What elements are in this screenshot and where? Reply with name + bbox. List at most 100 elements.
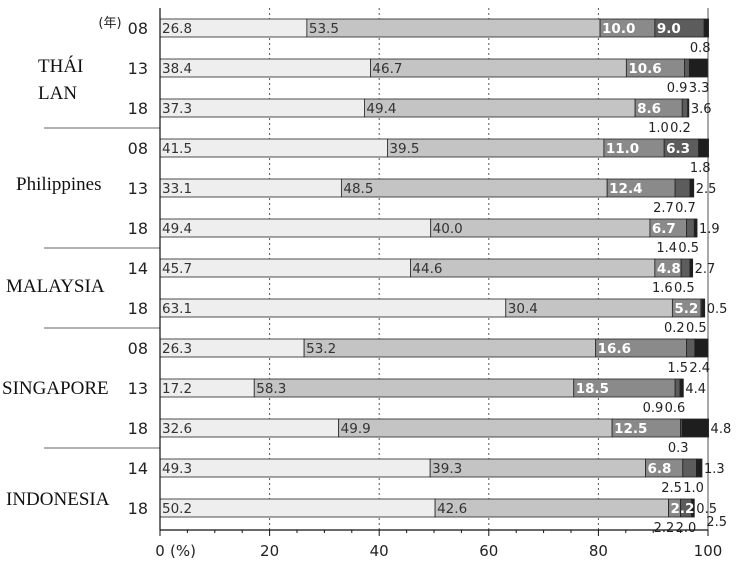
year-label: 18 [128,419,148,438]
bar-segment [689,258,694,278]
segment-label: 12.5 [614,421,647,437]
bar-segment [340,178,608,198]
bar-segment [387,138,605,158]
external-value-label: 1.0 [648,121,669,136]
external-value-label: 2.0 [676,521,697,536]
segment-label: 63.1 [162,301,192,317]
external-value-label: 3.6 [691,102,712,117]
segment-label: 38.4 [162,61,192,77]
external-value-label: 3.3 [689,81,710,96]
external-value-label: 0.7 [675,201,696,216]
external-value-label: 0.5 [686,321,707,336]
year-label: 08 [128,19,148,38]
bar-segment [681,418,709,438]
segment-label: 30.4 [508,301,538,317]
segment-label: 53.5 [309,21,339,37]
segment-label: 41.5 [162,141,192,157]
external-value-label: 4.4 [685,382,706,397]
external-value-label: 0.5 [674,281,695,296]
external-value-label: 1.8 [690,161,711,176]
segment-label: 53.2 [306,341,336,357]
year-label: 14 [128,459,148,478]
segment-label: 42.6 [437,501,467,517]
segment-label: 39.3 [432,461,462,477]
segment-label: 10.6 [628,61,661,77]
bar-segment [680,258,691,278]
year-label: 08 [128,339,148,358]
segment-label: 39.5 [389,141,419,157]
segment-label: 10.0 [602,21,635,37]
year-label: 13 [128,379,148,398]
segment-label: 50.2 [162,501,192,517]
group-separators [44,127,160,449]
bar-segment [701,298,706,318]
segment-label: 58.3 [256,381,286,397]
bar-segment [674,178,691,198]
bar-segment [159,498,436,518]
x-tick-label: 80 [589,542,608,560]
external-value-label: 1.4 [656,241,677,256]
segment-label: 6.8 [648,461,672,477]
x-tick-label: 0 [155,542,165,560]
country-label: SINGAPORE [2,378,109,399]
segment-label: 45.7 [162,261,192,277]
year-label: 14 [128,259,148,278]
segment-label: 12.4 [609,181,642,197]
bar-segment [691,498,695,518]
bar-segment [686,218,695,238]
year-label: 13 [128,59,148,78]
external-value-label: 2.7 [695,262,716,277]
year-label: 08 [128,139,148,158]
bar-segment [306,18,601,38]
segment-label: 18.5 [576,381,609,397]
segment-label: 16.6 [598,341,631,357]
segment-label: 6.7 [652,221,676,237]
bar-segment [434,498,669,518]
segment-label: 5.2 [674,301,698,317]
x-tick-label: 40 [370,542,389,560]
bar-segment [693,218,698,238]
segment-label: 40.0 [433,221,463,237]
segment-label: 32.6 [162,421,192,437]
segment-label: 4.8 [657,261,681,277]
bar-segment [430,218,651,238]
country-label: Philippines [16,174,102,195]
external-value-label: 2.5 [696,182,717,197]
bar-segment [410,258,656,278]
segment-label: 44.6 [412,261,442,277]
bar-segment [679,378,684,398]
bar-segment [159,138,388,158]
external-value-label: 1.9 [699,222,720,237]
bar-segment [429,458,646,478]
external-value-label: 2.5 [661,481,682,496]
bar-segment [364,98,636,118]
bar-segment [682,458,697,478]
segment-label: 37.3 [162,101,192,117]
external-value-label: 0.5 [696,502,717,517]
external-value-label: 1.3 [704,462,725,477]
bar-segment [684,58,690,78]
segment-label: 6.3 [666,141,690,157]
year-label: 18 [128,99,148,118]
bar-segment [159,258,411,278]
external-value-label: 0.6 [665,401,686,416]
bar-segment [703,18,709,38]
segment-label: 11.0 [606,141,639,157]
bar-segment [159,458,431,478]
bar-segment [688,58,708,78]
segment-label: 48.5 [343,181,373,197]
external-value-label: 1.6 [652,281,673,296]
bar-segment [159,218,432,238]
bar-segment [689,178,695,198]
bar-segment [303,338,597,358]
external-value-label: 2.4 [689,361,710,376]
year-label: 18 [128,219,148,238]
segment-label: 49.4 [366,101,396,117]
x-tick-label: 60 [479,542,498,560]
segment-label: 49.4 [162,221,192,237]
external-value-label: 0.9 [643,401,664,416]
segment-label: 8.6 [637,101,661,117]
external-value-label: 2.2 [654,521,675,536]
bar-segment [694,338,709,358]
